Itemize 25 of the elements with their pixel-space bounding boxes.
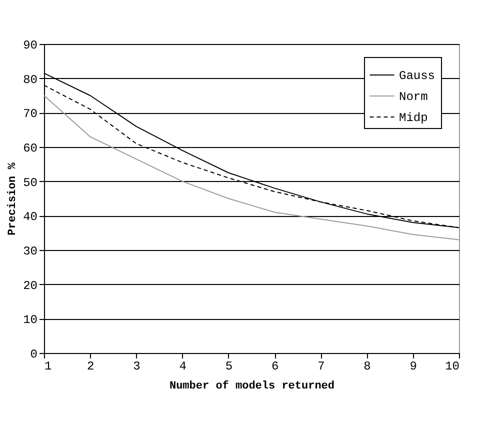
y-tick-label: 60 [23,142,38,156]
y-tick-label: 70 [23,107,38,122]
y-tick-label: 10 [23,313,38,328]
x-tick-label: 3 [133,360,140,374]
x-tick-label: 6 [271,360,279,374]
x-tick-label: 1 [44,360,52,374]
y-tick-label: 0 [30,348,38,362]
x-tick-label: 8 [364,360,371,374]
y-tick-label: 80 [23,72,38,87]
x-tick-label: 5 [225,360,233,374]
x-tick-label: 9 [410,360,417,374]
y-tick-label: 40 [23,210,38,224]
x-tick-label: 2 [87,360,94,374]
y-tick-label: 30 [23,244,38,258]
x-tick-label: 7 [318,360,325,374]
y-tick-label: 90 [23,38,38,52]
x-tick-label: 4 [179,360,186,374]
y-tick-label: 20 [23,278,38,293]
x-tick-label: 10 [445,360,460,374]
x-axis-title: Number of models returned [169,380,335,392]
y-axis-title: Precision % [7,162,20,236]
legend-label: Norm [399,90,428,104]
legend-label: Midp [399,111,428,125]
y-tick-label: 50 [23,176,38,190]
legend-label: Gauss [399,69,436,83]
